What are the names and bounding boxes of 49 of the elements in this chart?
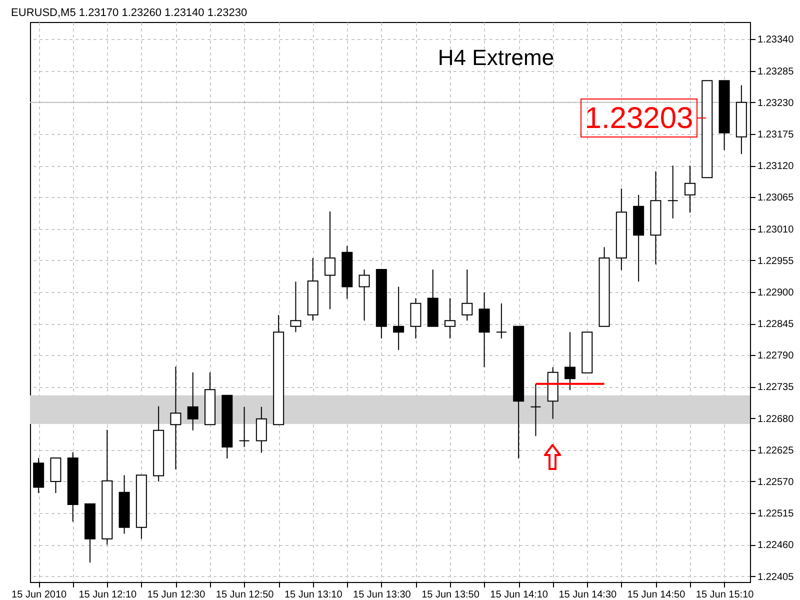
- candlestick: [50, 457, 62, 494]
- candlestick: [444, 298, 456, 339]
- y-tick-label: 1.22955: [758, 256, 794, 267]
- candlestick: [462, 269, 473, 322]
- candlestick: [324, 211, 336, 310]
- y-tick-label: 1.22790: [758, 350, 794, 362]
- candlestick: [530, 383, 542, 437]
- x-tick-label: 15 Jun 2010: [12, 590, 68, 600]
- x-tick-label: 15 Jun 12:30: [147, 590, 206, 600]
- x-tick-label: 15 Jun 12:50: [216, 590, 274, 600]
- candlestick: [667, 165, 678, 219]
- x-tick-label: 15 Jun 14:50: [627, 590, 686, 600]
- x-tick-label: 15 Jun 15:10: [696, 590, 754, 600]
- y-tick-label: 1.22570: [758, 476, 794, 488]
- candlestick: [496, 302, 507, 339]
- candlestick: [684, 165, 696, 214]
- y-tick-label: 1.22900: [758, 287, 794, 298]
- y-tick-label: 1.22460: [758, 540, 794, 552]
- x-tick-label: 15 Jun 13:10: [284, 590, 343, 600]
- y-tick-label: 1.22625: [758, 445, 794, 456]
- candlestick: [393, 286, 404, 350]
- y-tick-label: 1.22405: [758, 572, 794, 583]
- x-tick-label: 15 Jun 13:50: [422, 590, 480, 600]
- y-tick-label: 1.23340: [758, 34, 794, 46]
- y-tick-label: 1.22845: [758, 319, 794, 330]
- x-tick-label: 15 Jun 14:10: [490, 590, 548, 600]
- candlestick: [290, 281, 302, 333]
- candlestick: [564, 332, 576, 391]
- x-tick-label: 15 Jun 13:30: [353, 590, 412, 600]
- candlestick: [410, 298, 422, 339]
- y-tick-label: 1.23010: [758, 224, 794, 236]
- y-tick-label: 1.23065: [758, 192, 794, 204]
- chart-title: EURUSD,M5 1.23170 1.23260 1.23140 1.23230: [11, 7, 248, 19]
- y-tick-label: 1.23285: [758, 66, 794, 78]
- x-tick-label: 15 Jun 12:10: [78, 590, 137, 600]
- candlestick: [256, 406, 267, 454]
- y-tick-label: 1.23175: [758, 130, 794, 140]
- y-tick-label: 1.22735: [758, 382, 794, 394]
- candlestick: [358, 269, 370, 322]
- candlestick: [187, 372, 198, 431]
- y-tick-label: 1.22680: [758, 414, 794, 425]
- y-tick-label: 1.22515: [758, 508, 794, 520]
- candlestick: [478, 292, 490, 368]
- candlestick: [238, 406, 250, 448]
- annotation: H4 Extreme: [438, 45, 554, 70]
- candlestick: [170, 366, 182, 470]
- y-tick-label: 1.23230: [758, 98, 794, 109]
- x-tick-label: 15 Jun 14:30: [558, 590, 617, 600]
- y-tick-label: 1.23120: [758, 161, 794, 172]
